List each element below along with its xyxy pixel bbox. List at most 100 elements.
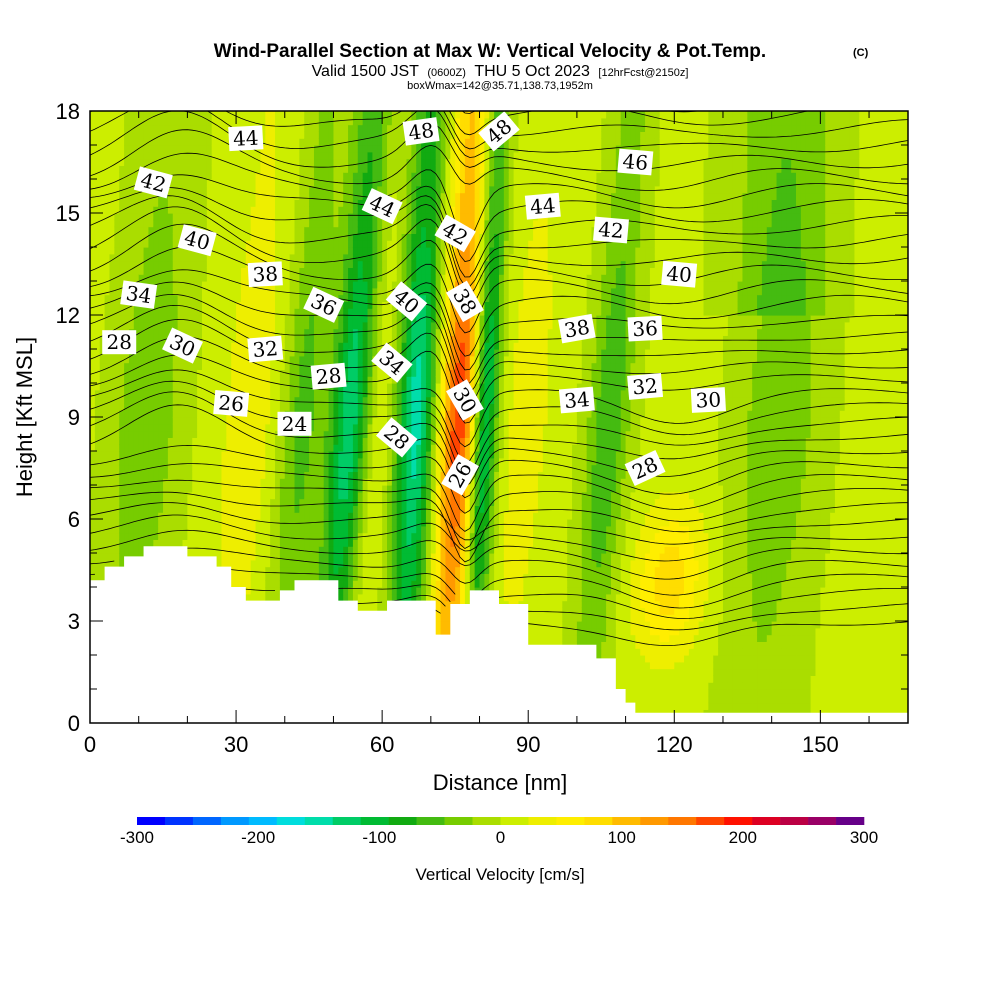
velocity-cell [275, 165, 281, 173]
velocity-cell [299, 247, 305, 255]
velocity-cell [187, 546, 193, 554]
velocity-cell [192, 274, 198, 282]
velocity-cell [284, 138, 291, 146]
velocity-cell [114, 532, 120, 540]
velocity-cell [352, 491, 359, 500]
velocity-cell [299, 376, 305, 384]
velocity-cell [124, 179, 130, 187]
velocity-cell [284, 532, 291, 540]
velocity-cell [338, 559, 344, 568]
velocity-cell [143, 138, 150, 146]
velocity-cell [163, 315, 169, 323]
velocity-cell [221, 158, 227, 166]
velocity-cell [236, 274, 242, 282]
velocity-cell [114, 498, 120, 506]
velocity-cell [128, 525, 135, 534]
velocity-cell [133, 124, 140, 132]
velocity-cell [133, 308, 140, 316]
velocity-cell [240, 532, 247, 540]
velocity-cell [318, 355, 325, 364]
velocity-cell [138, 485, 145, 493]
velocity-cell [172, 423, 179, 432]
velocity-cell [255, 410, 262, 418]
velocity-cell [206, 498, 213, 506]
velocity-cell [167, 111, 174, 119]
velocity-cell [236, 525, 242, 534]
velocity-cell [294, 396, 300, 404]
velocity-cell [270, 580, 276, 588]
velocity-cell [138, 308, 145, 316]
velocity-cell [206, 185, 213, 194]
velocity-cell [313, 145, 320, 153]
velocity-cell [138, 158, 145, 166]
velocity-cell [313, 131, 320, 139]
velocity-cell [294, 294, 300, 302]
velocity-cell [206, 287, 213, 296]
velocity-cell [309, 437, 315, 445]
velocity-cell [90, 457, 96, 466]
velocity-cell [231, 369, 237, 377]
velocity-cell [275, 369, 281, 377]
velocity-cell [328, 417, 335, 425]
velocity-cell [148, 206, 154, 214]
velocity-cell [206, 342, 213, 350]
velocity-cell [323, 281, 330, 289]
velocity-cell [289, 124, 296, 132]
velocity-cell [109, 301, 115, 309]
velocity-cell [289, 213, 296, 221]
velocity-cell [119, 403, 125, 411]
velocity-cell [265, 505, 271, 513]
velocity-cell [309, 491, 315, 500]
velocity-cell [348, 396, 354, 404]
velocity-cell [343, 131, 349, 139]
velocity-cell [99, 505, 106, 513]
velocity-cell [138, 362, 145, 370]
velocity-cell [343, 342, 349, 350]
velocity-cell [90, 117, 96, 126]
velocity-cell [343, 199, 349, 207]
velocity-cell [148, 151, 154, 160]
velocity-cell [153, 376, 159, 384]
velocity-cell [192, 185, 198, 194]
velocity-cell [260, 206, 266, 214]
velocity-cell [294, 213, 300, 221]
velocity-cell [226, 362, 232, 370]
velocity-cell [323, 417, 330, 425]
velocity-cell [211, 464, 218, 472]
velocity-cell [270, 165, 276, 173]
velocity-cell [250, 240, 257, 248]
velocity-cell [231, 247, 237, 255]
velocity-cell [114, 287, 120, 296]
velocity-cell [294, 185, 300, 194]
velocity-cell [294, 457, 300, 466]
velocity-cell [177, 491, 184, 500]
velocity-cell [323, 498, 330, 506]
velocity-cell [94, 349, 101, 357]
velocity-cell [348, 267, 354, 275]
velocity-cell [124, 117, 130, 126]
velocity-cell [236, 376, 242, 384]
velocity-cell [231, 430, 237, 438]
velocity-cell [192, 532, 198, 540]
velocity-cell [109, 267, 115, 275]
velocity-cell [143, 131, 150, 139]
velocity-cell [226, 206, 232, 214]
velocity-cell [187, 471, 193, 479]
velocity-cell [187, 430, 193, 438]
velocity-cell [119, 315, 125, 323]
velocity-cell [211, 485, 218, 493]
velocity-cell [226, 308, 232, 316]
velocity-cell [265, 369, 271, 377]
velocity-cell [270, 444, 276, 452]
velocity-cell [240, 253, 247, 262]
velocity-cell [240, 519, 247, 527]
velocity-cell [201, 519, 208, 527]
velocity-cell [206, 369, 213, 377]
velocity-cell [313, 525, 320, 534]
velocity-cell [90, 315, 96, 323]
velocity-cell [138, 213, 145, 221]
velocity-cell [343, 417, 349, 425]
velocity-cell [124, 219, 130, 228]
velocity-cell [119, 274, 125, 282]
velocity-cell [313, 247, 320, 255]
